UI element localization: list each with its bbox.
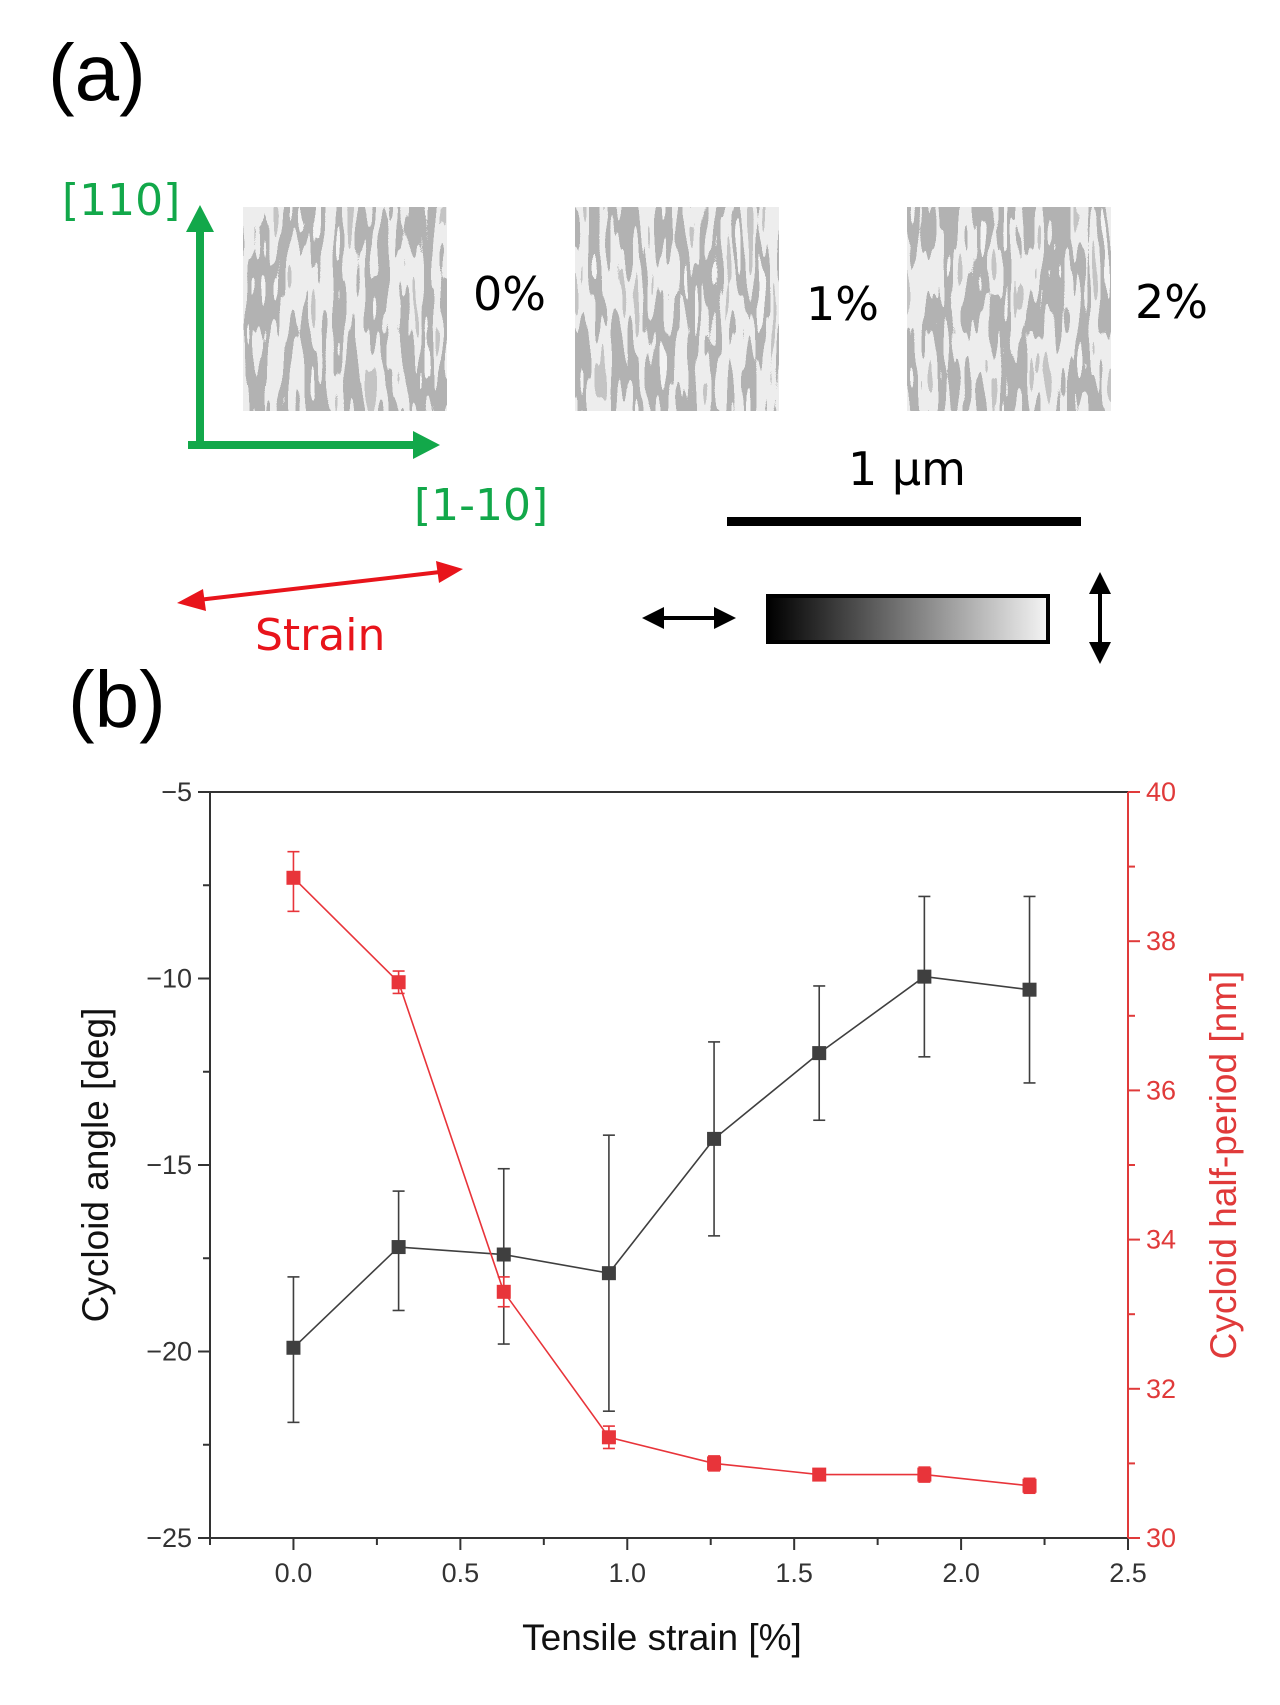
x-tick-label: 1.5 (775, 1558, 813, 1588)
data-point (812, 1046, 827, 1061)
data-point (812, 1467, 827, 1482)
right-arrow-icon (413, 431, 440, 459)
y-left-axis-label: Cycloid angle [deg] (75, 1008, 116, 1323)
y-left-tick-label: −25 (146, 1523, 192, 1553)
panel-b-label: (b) (68, 655, 166, 744)
series-line (292, 975, 1030, 1349)
y-right-tick-label: 40 (1146, 777, 1176, 807)
y-right-tick-label: 38 (1146, 926, 1176, 956)
strain-arrow (177, 561, 463, 611)
data-point (286, 870, 301, 885)
image-2-label: 2% (1135, 275, 1208, 329)
grayscale-colorbar (766, 594, 1050, 644)
data-point (917, 1467, 932, 1482)
image-1-label: 1% (806, 277, 879, 331)
data-point (601, 1266, 616, 1281)
data-point (1022, 1478, 1037, 1493)
y-right-tick-label: 30 (1146, 1523, 1176, 1553)
plot-frame (209, 791, 1129, 1539)
y-left-tick-label: −5 (161, 777, 192, 807)
x-tick-label: 1.0 (608, 1558, 646, 1588)
y-left-tick-label: −15 (146, 1150, 192, 1180)
data-point (496, 1284, 511, 1299)
data-point (496, 1247, 511, 1262)
y-right-tick-label: 32 (1146, 1374, 1176, 1404)
data-point (391, 975, 406, 990)
mfm-image-1 (575, 207, 779, 411)
left-arrowhead-icon (177, 589, 206, 611)
image-0-label: 0% (473, 267, 546, 321)
strain-label: Strain (255, 610, 385, 661)
x-tick-label: 0.5 (442, 1558, 480, 1588)
y-right-tick-label: 34 (1146, 1225, 1176, 1255)
data-point (917, 969, 932, 984)
scale-bar (727, 517, 1081, 526)
panel-a-label: (a) (48, 28, 146, 117)
vertical-double-arrow-icon (1089, 572, 1111, 664)
axis-1-10-label: [1-10] (414, 480, 548, 531)
data-point (707, 1456, 722, 1471)
y-left-tick-label: −20 (146, 1337, 192, 1367)
x-axis-label: Tensile strain [%] (522, 1617, 802, 1658)
right-arrowhead-icon (436, 561, 463, 583)
y-right-axis-label: Cycloid half-period [nm] (1203, 971, 1244, 1360)
series-line (292, 877, 1030, 1487)
data-point (707, 1131, 722, 1146)
x-tick-label: 2.5 (1109, 1558, 1147, 1588)
series-right (286, 850, 1037, 1495)
mfm-image-2 (907, 207, 1111, 411)
x-tick-label: 2.0 (942, 1558, 980, 1588)
data-point (601, 1430, 616, 1445)
data-point (1022, 982, 1037, 997)
series-left (286, 895, 1037, 1424)
chart: 0.0 0.5 1.0 1.5 2.0 2.5 −5 −10 −15 −20 −25 40 38 36 34… (75, 777, 1244, 1658)
x-tick-label: 0.0 (275, 1558, 313, 1588)
y-left-tick-label: −10 (146, 964, 192, 994)
crystal-axes (186, 205, 440, 459)
data-point (391, 1240, 406, 1255)
axis-110-label: [110] (62, 175, 180, 226)
horizontal-double-arrow-icon (642, 607, 736, 629)
scale-bar-label: 1 µm (848, 442, 966, 496)
data-point (286, 1340, 301, 1355)
y-right-tick-label: 36 (1146, 1075, 1176, 1105)
up-arrow-icon (186, 205, 214, 232)
mfm-image-0 (243, 207, 447, 411)
